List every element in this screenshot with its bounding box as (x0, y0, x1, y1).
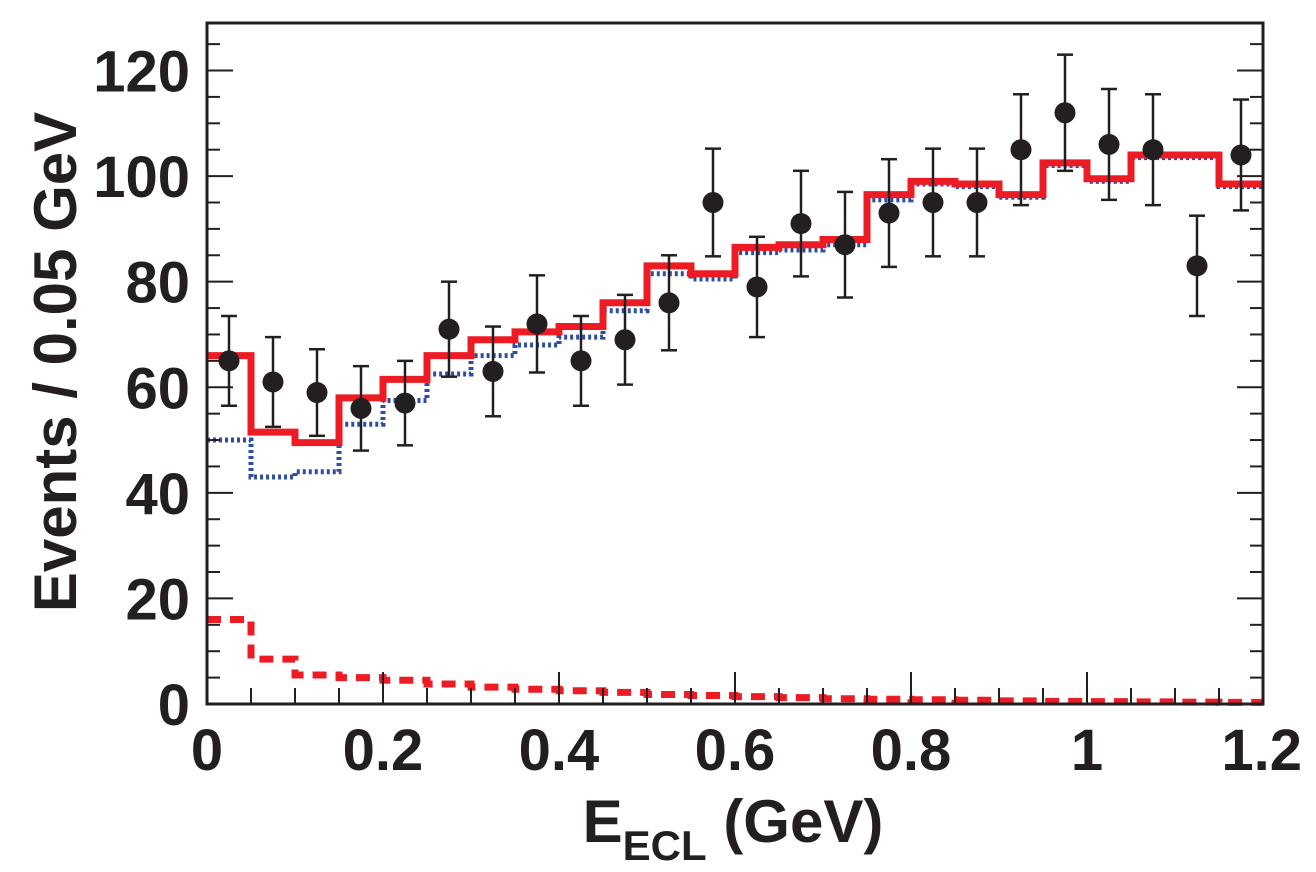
data-point (482, 360, 504, 382)
y-tick-label: 60 (125, 356, 190, 421)
data-point (1054, 102, 1076, 124)
data-point (1098, 133, 1120, 155)
data-point (438, 318, 460, 340)
y-tick-label: 120 (93, 40, 190, 105)
data-point (218, 350, 240, 372)
data-point (614, 329, 636, 351)
data-point (1230, 144, 1252, 166)
data-point (1142, 139, 1164, 161)
x-axis-title-unit: (GeV) (707, 788, 884, 855)
data-point (1186, 255, 1208, 277)
background-step-line (207, 155, 1263, 480)
y-tick-label: 80 (125, 251, 190, 316)
data-point (834, 234, 856, 256)
x-axis-title-subscript: ECL (623, 822, 707, 869)
data-point (966, 191, 988, 213)
data-point (570, 350, 592, 372)
data-point (394, 392, 416, 414)
data-point (922, 191, 944, 213)
axis-ticks (206, 43, 1264, 705)
x-tick-label: 1 (1071, 718, 1103, 783)
y-tick-label: 100 (93, 145, 190, 210)
x-axis-title: EECL (GeV) (583, 788, 884, 869)
y-tick-label: 0 (158, 673, 190, 738)
data-point (790, 213, 812, 235)
data-point (526, 313, 548, 335)
x-tick-label: 0.8 (871, 718, 952, 783)
tick-labels: 0 20 40 60 80 100 120 0 0.2 0.4 0.6 0.8 1 1.2 (93, 40, 1302, 783)
data-point (658, 292, 680, 314)
data-point (1010, 139, 1032, 161)
total-fit-step-line (207, 151, 1263, 447)
data-point (262, 371, 284, 393)
y-axis-title: Events / 0.05 GeV (22, 112, 89, 612)
x-tick-label: 0.6 (695, 718, 776, 783)
data-point (306, 382, 328, 404)
y-tick-label: 20 (125, 567, 190, 632)
y-tick-label: 40 (125, 462, 190, 527)
data-point (878, 202, 900, 224)
plot-frame (205, 21, 1265, 706)
x-tick-label: 0.4 (519, 718, 600, 783)
x-tick-label: 0 (191, 718, 223, 783)
plot-series (207, 53, 1263, 706)
data-point (702, 191, 724, 213)
x-axis-title-main: E (583, 788, 623, 855)
x-tick-label: 1.2 (1221, 718, 1302, 783)
x-tick-label: 0.2 (343, 718, 424, 783)
data-point (350, 397, 372, 419)
data-point (746, 276, 768, 298)
